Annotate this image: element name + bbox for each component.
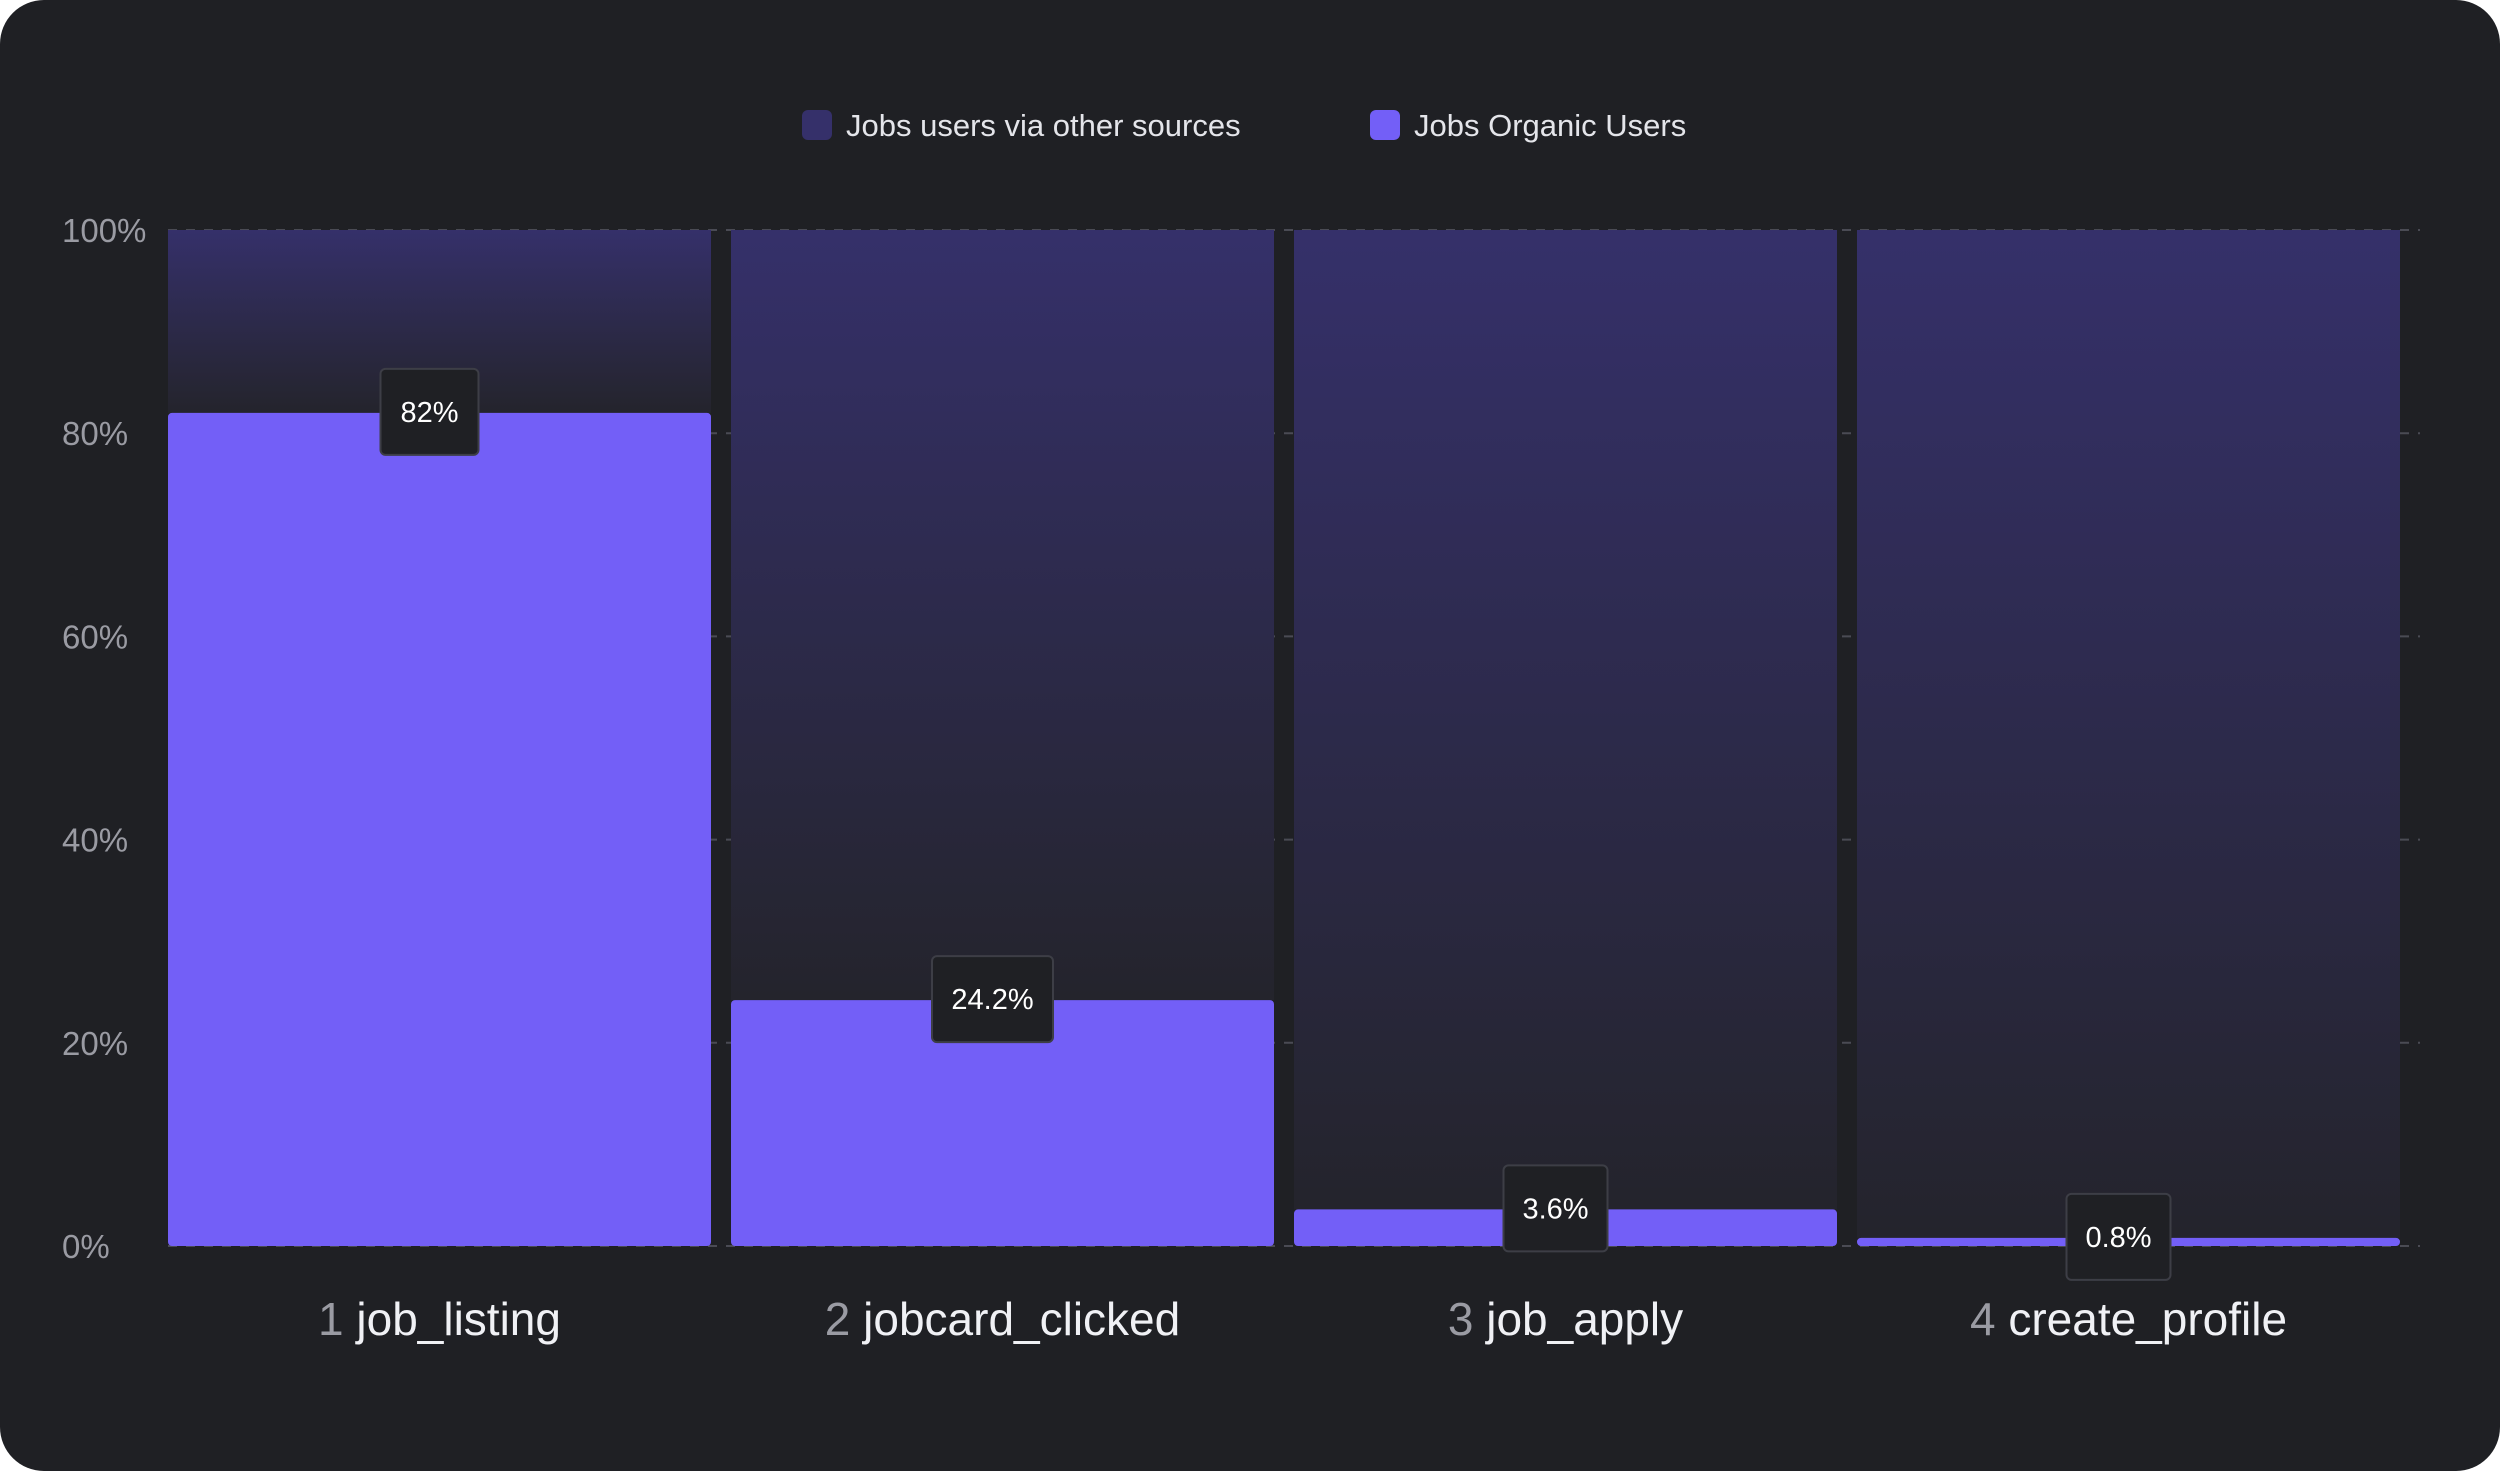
x-category-label: 3 job_apply — [1448, 1293, 1683, 1345]
x-category-label: 4 create_profile — [1970, 1293, 2287, 1345]
step-number: 3 — [1448, 1293, 1486, 1345]
data-label-box — [931, 955, 1054, 1044]
x-category-label: 2 jobcard_clicked — [825, 1293, 1180, 1345]
x-category-label: 1 job_listing — [318, 1293, 561, 1345]
legend-label[interactable]: Jobs users via other sources — [846, 108, 1241, 143]
bar-other-sources[interactable] — [731, 230, 1274, 1001]
step-name: job_apply — [1484, 1293, 1683, 1345]
bar-other-sources[interactable] — [1857, 230, 2400, 1238]
step-number: 4 — [1970, 1293, 2008, 1345]
data-label: 0.8% — [2085, 1222, 2151, 1254]
y-tick-label: 0% — [62, 1228, 110, 1265]
data-label-box — [2065, 1192, 2172, 1281]
y-tick-label: 20% — [62, 1025, 128, 1062]
step-number: 1 — [318, 1293, 356, 1345]
y-tick-label: 100% — [62, 212, 146, 249]
step-name: create_profile — [2008, 1293, 2287, 1345]
legend-swatch — [802, 110, 832, 140]
data-label-box — [1502, 1164, 1609, 1253]
data-label: 24.2% — [951, 984, 1033, 1016]
data-label: 3.6% — [1522, 1193, 1588, 1225]
y-tick-label: 80% — [62, 415, 128, 452]
step-number: 2 — [825, 1293, 863, 1345]
step-name: jobcard_clicked — [861, 1293, 1180, 1345]
data-label-box — [379, 367, 480, 456]
data-label: 82% — [400, 397, 458, 429]
legend-swatch — [1370, 110, 1400, 140]
y-tick-label: 40% — [62, 822, 128, 859]
y-tick-label: 60% — [62, 618, 128, 655]
bar-other-sources[interactable] — [1294, 230, 1837, 1210]
bar-organic-users[interactable] — [168, 412, 711, 1246]
step-name: job_listing — [354, 1293, 561, 1345]
bar-organic-users[interactable] — [731, 1000, 1274, 1246]
legend-label[interactable]: Jobs Organic Users — [1414, 108, 1686, 143]
